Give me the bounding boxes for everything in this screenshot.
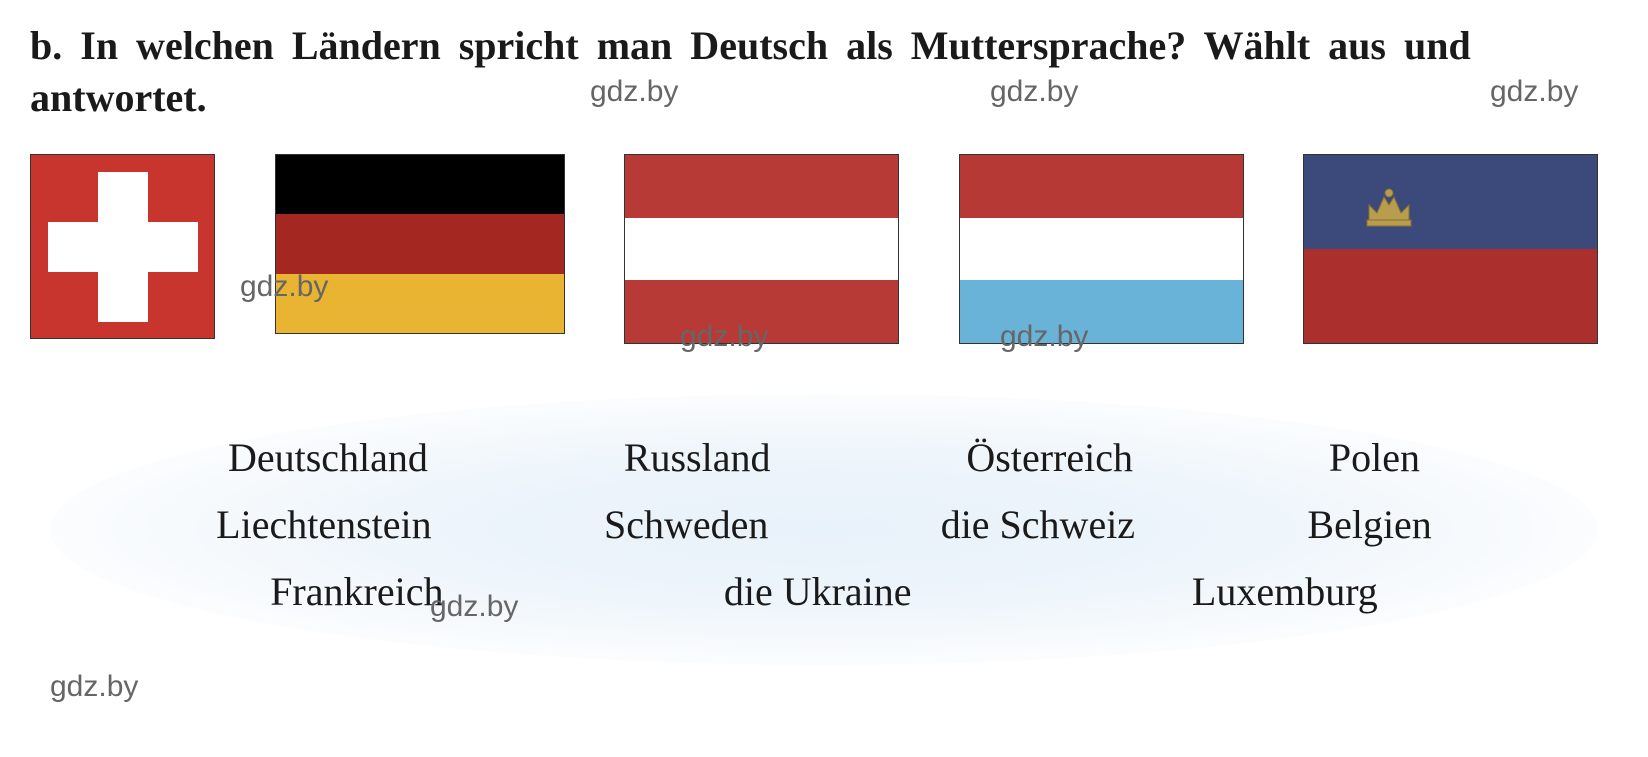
question-text: b. In welchen Ländern spricht man Deutsc… (30, 20, 1618, 124)
country-option: Belgien (1307, 501, 1431, 548)
luxembourg-stripe-white (960, 218, 1243, 281)
country-option: Schweden (604, 501, 768, 548)
question-container: b. In welchen Ländern spricht man Deutsc… (30, 20, 1618, 124)
flag-germany (275, 154, 565, 334)
crown-icon (1359, 185, 1419, 230)
country-option: Frankreich (270, 568, 443, 615)
country-option: Österreich (966, 434, 1133, 481)
austria-stripe-top (625, 155, 898, 218)
country-option: die Schweiz (941, 501, 1135, 548)
austria-stripe-middle (625, 218, 898, 281)
germany-stripe-black (276, 155, 564, 214)
word-row-2: Liechtenstein Schweden die Schweiz Belgi… (130, 501, 1518, 548)
luxembourg-stripe-red (960, 155, 1243, 218)
luxembourg-stripe-blue (960, 280, 1243, 343)
flag-switzerland (30, 154, 215, 339)
swiss-cross-horizontal (48, 222, 198, 272)
flag-austria (624, 154, 899, 344)
flags-row (30, 154, 1618, 344)
word-row-3: Frankreich die Ukraine Luxemburg (130, 568, 1518, 615)
country-option: die Ukraine (724, 568, 912, 615)
country-option: Deutschland (228, 434, 428, 481)
country-option: Polen (1329, 434, 1420, 481)
flag-liechtenstein (1303, 154, 1598, 344)
watermark-text: gdz.by (50, 670, 138, 704)
country-option: Luxemburg (1192, 568, 1378, 615)
liechtenstein-stripe-red (1304, 249, 1597, 343)
country-option: Russland (624, 434, 771, 481)
austria-stripe-bottom (625, 280, 898, 343)
germany-stripe-gold (276, 274, 564, 333)
word-row-1: Deutschland Russland Österreich Polen (130, 434, 1518, 481)
liechtenstein-stripe-blue (1304, 155, 1597, 249)
word-cloud: Deutschland Russland Österreich Polen Li… (50, 394, 1598, 665)
country-option: Liechtenstein (216, 501, 431, 548)
flag-luxembourg (959, 154, 1244, 344)
germany-stripe-red (276, 214, 564, 273)
